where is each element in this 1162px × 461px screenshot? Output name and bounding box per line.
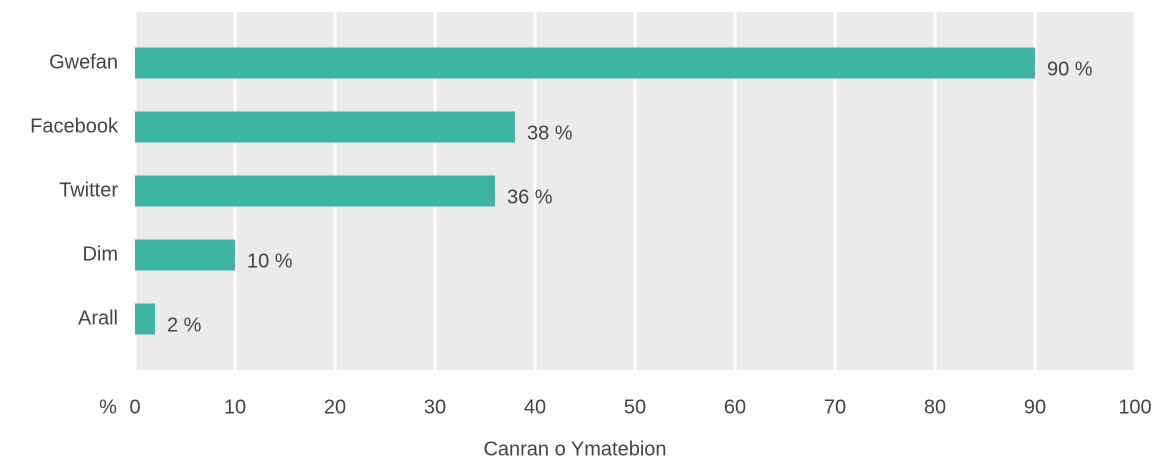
- x-tick-label: 100: [1118, 396, 1151, 418]
- y-tick-label: Facebook: [30, 115, 119, 137]
- data-label: 2 %: [167, 314, 202, 336]
- data-label: 90 %: [1047, 58, 1093, 80]
- data-label: 10 %: [247, 250, 293, 272]
- bar: [135, 111, 515, 143]
- x-tick-label: 50: [624, 396, 646, 418]
- x-tick-label: 90: [1024, 396, 1046, 418]
- y-tick-label: Gwefan: [49, 51, 118, 73]
- x-tick-label: 30: [424, 396, 446, 418]
- bar: [135, 47, 1035, 79]
- data-label: 38 %: [527, 122, 573, 144]
- x-tick-label: 70: [824, 396, 846, 418]
- x-tick-label: 10: [224, 396, 246, 418]
- x-tick-label: 20: [324, 396, 346, 418]
- y-tick-label: Twitter: [59, 179, 118, 201]
- y-tick-label: Dim: [82, 243, 118, 265]
- x-tick-label: 60: [724, 396, 746, 418]
- bar: [135, 175, 495, 207]
- bar: [135, 239, 235, 271]
- x-unit-label: %: [99, 396, 117, 418]
- y-tick-label: Arall: [78, 307, 118, 329]
- x-tick-label: 0: [129, 396, 140, 418]
- x-tick-label: 80: [924, 396, 946, 418]
- x-axis-title: Canran o Ymatebion: [483, 438, 666, 460]
- bar: [135, 303, 155, 335]
- data-label: 36 %: [507, 186, 553, 208]
- x-tick-label: 40: [524, 396, 546, 418]
